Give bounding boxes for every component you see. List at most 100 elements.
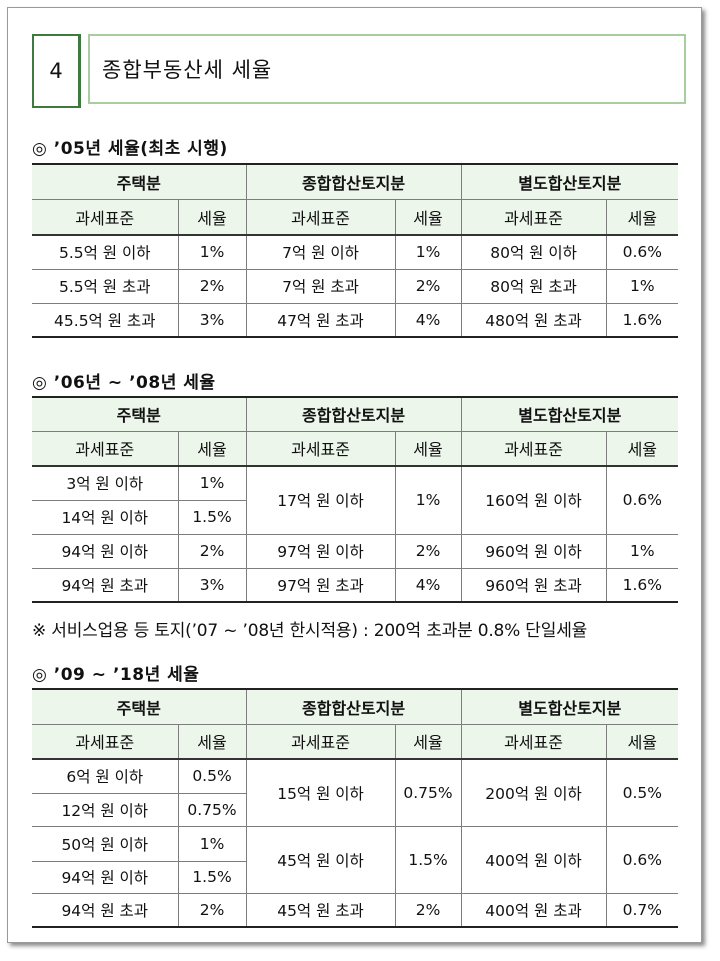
- group-header-combined-land: 종합합산토지분: [245, 163, 462, 200]
- table-cell: 50억 원 이하: [32, 825, 179, 862]
- table-cell: 480억 원 초과: [460, 302, 607, 338]
- table-cell: 2%: [394, 892, 462, 928]
- col-header-tax-base: 과세표준: [32, 198, 179, 236]
- table-cell: 1.5%: [394, 825, 462, 894]
- col-header-tax-base: 과세표준: [245, 198, 396, 236]
- table-cell: 80억 원 초과: [460, 268, 607, 304]
- col-header-tax-base: 과세표준: [460, 723, 607, 760]
- table-cell: 1%: [394, 465, 462, 535]
- table-cell: 2%: [394, 533, 462, 569]
- table-row: 94억 원 이하 2% 97억 원 이하 2% 960억 원 이하 1%: [32, 533, 679, 569]
- table-cell: 1.6%: [605, 302, 679, 338]
- col-header-tax-base: 과세표준: [245, 723, 396, 760]
- table-cell: 2%: [394, 268, 462, 304]
- table-cell: 1%: [605, 533, 679, 569]
- table-cell: 97억 원 초과: [245, 567, 396, 603]
- table-cell: 0.75%: [394, 758, 462, 827]
- table-cell: 1%: [177, 465, 247, 501]
- table-cell: 45억 원 이하: [245, 825, 396, 894]
- table-cell: 160억 원 이하: [460, 465, 607, 535]
- table-cell: 4%: [394, 302, 462, 338]
- table-cell: 1.5%: [177, 860, 247, 894]
- table-cell: 15억 원 이하: [245, 758, 396, 827]
- section-number: 4: [32, 34, 81, 108]
- table-cell: 2%: [177, 892, 247, 928]
- table-cell: 94억 원 초과: [32, 567, 179, 603]
- col-header-rate: 세율: [394, 198, 462, 236]
- table-cell: 14억 원 이하: [32, 499, 179, 535]
- table-cell: 47억 원 초과: [245, 302, 396, 338]
- table-cell: 0.5%: [177, 758, 247, 794]
- table-cell: 94억 원 이하: [32, 533, 179, 569]
- table-cell: 94억 원 이하: [32, 860, 179, 894]
- group-header-house: 주택분: [32, 396, 247, 432]
- table-row: 5.5억 원 이하 1% 7억 원 이하 1% 80억 원 이하 0.6%: [32, 234, 679, 270]
- table-row: 94억 원 초과 3% 97억 원 초과 4% 960억 원 초과 1.6%: [32, 567, 679, 603]
- section2-title: ◎ ’06년 ~ ’08년 세율: [32, 373, 216, 393]
- rate-table-2005: 주택분 종합합산토지분 별도합산토지분 과세표준 세율 과세표준 세율 과세표준…: [32, 163, 679, 338]
- table-row: 6억 원 이하 0.5% 15억 원 이하 0.75% 200억 원 이하 0.…: [32, 758, 679, 827]
- table-cell: 7억 원 초과: [245, 268, 396, 304]
- group-header-combined-land: 종합합산토지분: [245, 688, 462, 725]
- section-title: 종합부동산세 세율: [88, 34, 686, 104]
- col-header-tax-base: 과세표준: [32, 430, 179, 467]
- group-header-house: 주택분: [32, 163, 247, 200]
- table-cell: 12억 원 이하: [32, 792, 179, 827]
- table-cell: 0.75%: [177, 792, 247, 827]
- table-row: 50억 원 이하 1% 45억 원 이하 1.5% 400억 원 이하 0.6%: [32, 825, 679, 894]
- table-cell: 45.5억 원 초과: [32, 302, 179, 338]
- table-row: 94억 원 이하 1.5%: [32, 860, 678, 894]
- table-row: 94억 원 초과 2% 45억 원 초과 2% 400억 원 초과 0.7%: [32, 892, 679, 928]
- table-cell: 0.5%: [605, 758, 679, 827]
- rate-table-2006-2008: 주택분 종합합산토지분 별도합산토지분 과세표준 세율 과세표준 세율 과세표준…: [32, 396, 679, 603]
- section-header: 4 종합부동산세 세율: [32, 34, 690, 108]
- table-cell: 1.6%: [605, 567, 679, 603]
- table-cell: 1%: [177, 825, 247, 862]
- table-cell: 0.6%: [605, 825, 679, 894]
- col-header-rate: 세율: [605, 198, 679, 236]
- col-header-rate: 세율: [605, 723, 679, 760]
- table-cell: 1%: [394, 234, 462, 270]
- table-cell: 0.7%: [605, 892, 679, 928]
- table-cell: 80억 원 이하: [460, 234, 607, 270]
- table-cell: 7억 원 이하: [245, 234, 396, 270]
- col-header-rate: 세율: [394, 723, 462, 760]
- section3-title: ◎ ’09 ~ ’18년 세율: [32, 665, 200, 685]
- table-cell: 3억 원 이하: [32, 465, 179, 501]
- table-cell: 400억 원 이하: [460, 825, 607, 894]
- table-cell: 0.6%: [605, 465, 679, 535]
- col-header-tax-base: 과세표준: [460, 430, 607, 467]
- table-cell: 3%: [177, 302, 247, 338]
- table-cell: 6억 원 이하: [32, 758, 179, 794]
- table-cell: 17억 원 이하: [245, 465, 396, 535]
- col-header-rate: 세율: [177, 198, 247, 236]
- group-header-separate-land: 별도합산토지분: [460, 163, 679, 200]
- col-header-tax-base: 과세표준: [245, 430, 396, 467]
- table-cell: 45억 원 초과: [245, 892, 396, 928]
- col-header-rate: 세율: [177, 430, 247, 467]
- group-header-separate-land: 별도합산토지분: [460, 396, 679, 432]
- table-cell: 400억 원 초과: [460, 892, 607, 928]
- table-cell: 960억 원 이하: [460, 533, 607, 569]
- table-cell: 3%: [177, 567, 247, 603]
- table-row: 3억 원 이하 1% 17억 원 이하 1% 160억 원 이하 0.6%: [32, 465, 679, 535]
- footnote: ※ 서비스업용 등 토지(’07 ~ ’08년 한시적용) : 200억 초과분…: [32, 621, 588, 641]
- table-cell: 5.5억 원 이하: [32, 234, 179, 270]
- group-header-combined-land: 종합합산토지분: [245, 396, 462, 432]
- table-cell: 200억 원 이하: [460, 758, 607, 827]
- table-row: 45.5억 원 초과 3% 47억 원 초과 4% 480억 원 초과 1.6%: [32, 302, 679, 338]
- table-cell: 1%: [605, 268, 679, 304]
- table-cell: 5.5억 원 초과: [32, 268, 179, 304]
- table-row: 5.5억 원 초과 2% 7억 원 초과 2% 80억 원 초과 1%: [32, 268, 679, 304]
- col-header-rate: 세율: [394, 430, 462, 467]
- table-cell: 2%: [177, 268, 247, 304]
- table-cell: 4%: [394, 567, 462, 603]
- col-header-tax-base: 과세표준: [460, 198, 607, 236]
- table-cell: 97억 원 이하: [245, 533, 396, 569]
- col-header-rate: 세율: [605, 430, 679, 467]
- table-cell: 1%: [177, 234, 247, 270]
- table-cell: 960억 원 초과: [460, 567, 607, 603]
- group-header-separate-land: 별도합산토지분: [460, 688, 679, 725]
- table-cell: 2%: [177, 533, 247, 569]
- col-header-tax-base: 과세표준: [32, 723, 179, 760]
